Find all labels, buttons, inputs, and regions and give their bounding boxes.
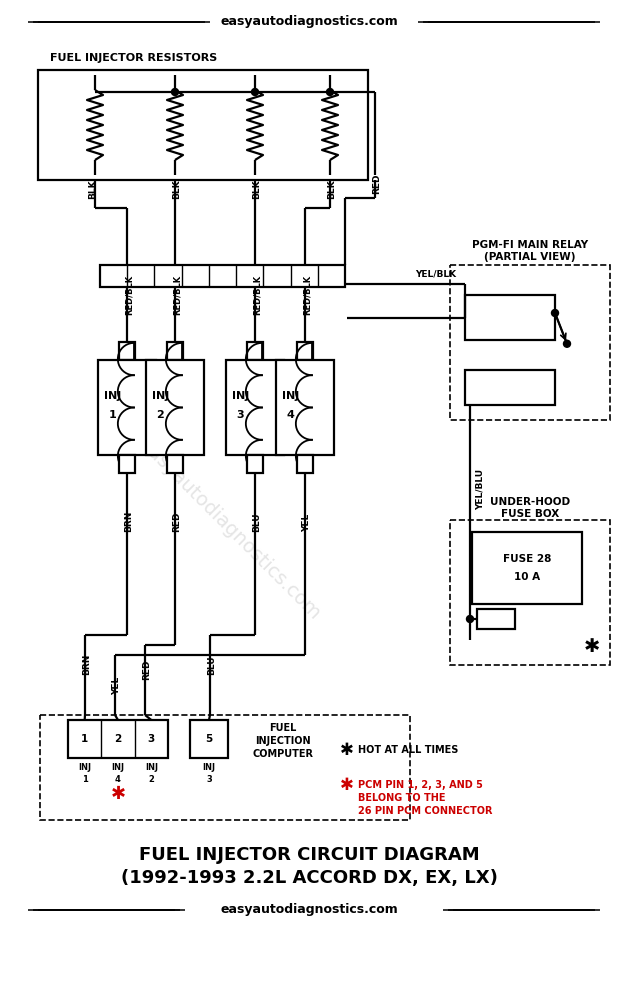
Text: RED: RED bbox=[143, 660, 151, 680]
Bar bbox=[477, 609, 515, 629]
Bar bbox=[247, 455, 263, 473]
Text: (PARTIAL VIEW): (PARTIAL VIEW) bbox=[485, 252, 576, 262]
Bar bbox=[146, 360, 204, 455]
Bar bbox=[465, 295, 555, 340]
Text: RED/BLK: RED/BLK bbox=[124, 275, 133, 315]
Text: INJECTION: INJECTION bbox=[255, 736, 311, 746]
Text: 3: 3 bbox=[206, 774, 212, 784]
Text: INJ: INJ bbox=[78, 764, 91, 772]
Text: RED/BLK: RED/BLK bbox=[302, 275, 311, 315]
Text: ✱: ✱ bbox=[111, 785, 125, 803]
Text: HOT AT ALL TIMES: HOT AT ALL TIMES bbox=[358, 745, 459, 755]
Text: COMPUTER: COMPUTER bbox=[253, 749, 313, 759]
Text: 1: 1 bbox=[81, 734, 88, 744]
Text: INJ: INJ bbox=[282, 391, 299, 401]
Text: YEL: YEL bbox=[112, 677, 122, 695]
Text: YEL/BLU: YEL/BLU bbox=[475, 469, 485, 510]
Text: BRN: BRN bbox=[82, 654, 91, 675]
Bar bbox=[167, 342, 183, 360]
Bar bbox=[450, 520, 610, 665]
Text: INJ: INJ bbox=[232, 391, 249, 401]
Circle shape bbox=[252, 89, 258, 96]
Text: 2: 2 bbox=[156, 410, 164, 420]
Text: INJ: INJ bbox=[145, 764, 158, 772]
Text: BLU: BLU bbox=[253, 512, 261, 532]
Text: FUSE BOX: FUSE BOX bbox=[501, 509, 559, 519]
Bar bbox=[297, 455, 313, 473]
Text: BRN: BRN bbox=[124, 510, 133, 532]
Text: BLK: BLK bbox=[328, 179, 336, 199]
Text: BLU: BLU bbox=[208, 655, 216, 675]
Text: RED: RED bbox=[172, 511, 182, 532]
Text: BLK: BLK bbox=[172, 179, 182, 199]
Text: ✱: ✱ bbox=[340, 776, 354, 794]
Text: YEL/BLK: YEL/BLK bbox=[415, 269, 456, 278]
Bar bbox=[40, 715, 410, 820]
Bar bbox=[98, 360, 156, 455]
Bar bbox=[297, 342, 313, 360]
Text: 1: 1 bbox=[109, 410, 116, 420]
Bar bbox=[247, 342, 263, 360]
Text: INJ: INJ bbox=[111, 764, 124, 772]
Circle shape bbox=[326, 89, 334, 96]
Circle shape bbox=[172, 89, 179, 96]
Bar bbox=[472, 532, 582, 604]
Text: 2: 2 bbox=[148, 774, 154, 784]
Circle shape bbox=[551, 310, 559, 316]
Text: BELONG TO THE: BELONG TO THE bbox=[358, 793, 446, 803]
Bar bbox=[68, 720, 168, 758]
Bar bbox=[465, 370, 555, 405]
Text: (1992-1993 2.2L ACCORD DX, EX, LX): (1992-1993 2.2L ACCORD DX, EX, LX) bbox=[121, 869, 497, 887]
Text: 10 A: 10 A bbox=[514, 572, 540, 582]
Circle shape bbox=[564, 340, 570, 347]
Text: BLK: BLK bbox=[88, 179, 98, 199]
Text: 3: 3 bbox=[237, 410, 244, 420]
Bar bbox=[450, 265, 610, 420]
Text: FUSE 28: FUSE 28 bbox=[503, 554, 551, 564]
Text: 26 PIN PCM CONNECTOR: 26 PIN PCM CONNECTOR bbox=[358, 806, 493, 816]
Text: 3: 3 bbox=[148, 734, 155, 744]
Bar bbox=[190, 720, 228, 758]
Text: 2: 2 bbox=[114, 734, 122, 744]
Text: easyautodiagnostics.com: easyautodiagnostics.com bbox=[136, 436, 324, 624]
Text: YEL: YEL bbox=[302, 513, 311, 532]
Text: FUEL INJECTOR CIRCUIT DIAGRAM: FUEL INJECTOR CIRCUIT DIAGRAM bbox=[138, 846, 480, 864]
Text: PCM PIN 1, 2, 3, AND 5: PCM PIN 1, 2, 3, AND 5 bbox=[358, 780, 483, 790]
Text: BLK: BLK bbox=[253, 179, 261, 199]
Text: INJ: INJ bbox=[203, 764, 216, 772]
Text: easyautodiagnostics.com: easyautodiagnostics.com bbox=[220, 904, 398, 916]
Bar bbox=[100, 265, 345, 287]
Bar bbox=[167, 455, 183, 473]
Text: UNDER-HOOD: UNDER-HOOD bbox=[490, 497, 570, 507]
Text: INJ: INJ bbox=[152, 391, 169, 401]
Text: PGM-FI MAIN RELAY: PGM-FI MAIN RELAY bbox=[472, 240, 588, 250]
Bar bbox=[276, 360, 334, 455]
Bar bbox=[119, 342, 135, 360]
Circle shape bbox=[467, 615, 473, 622]
Text: RED: RED bbox=[373, 174, 381, 194]
Bar bbox=[226, 360, 284, 455]
Text: 1: 1 bbox=[82, 774, 88, 784]
Text: 4: 4 bbox=[115, 774, 121, 784]
Bar bbox=[119, 455, 135, 473]
Bar bbox=[38, 70, 368, 180]
Text: 4: 4 bbox=[287, 410, 294, 420]
Text: RED/BLK: RED/BLK bbox=[172, 275, 182, 315]
Text: FUEL: FUEL bbox=[269, 723, 297, 733]
Text: RED/BLK: RED/BLK bbox=[253, 275, 261, 315]
Text: 5: 5 bbox=[205, 734, 213, 744]
Text: ✱: ✱ bbox=[584, 638, 600, 656]
Text: FUEL INJECTOR RESISTORS: FUEL INJECTOR RESISTORS bbox=[50, 53, 218, 63]
Text: ✱: ✱ bbox=[340, 741, 354, 759]
Text: INJ: INJ bbox=[104, 391, 121, 401]
Text: easyautodiagnostics.com: easyautodiagnostics.com bbox=[220, 15, 398, 28]
